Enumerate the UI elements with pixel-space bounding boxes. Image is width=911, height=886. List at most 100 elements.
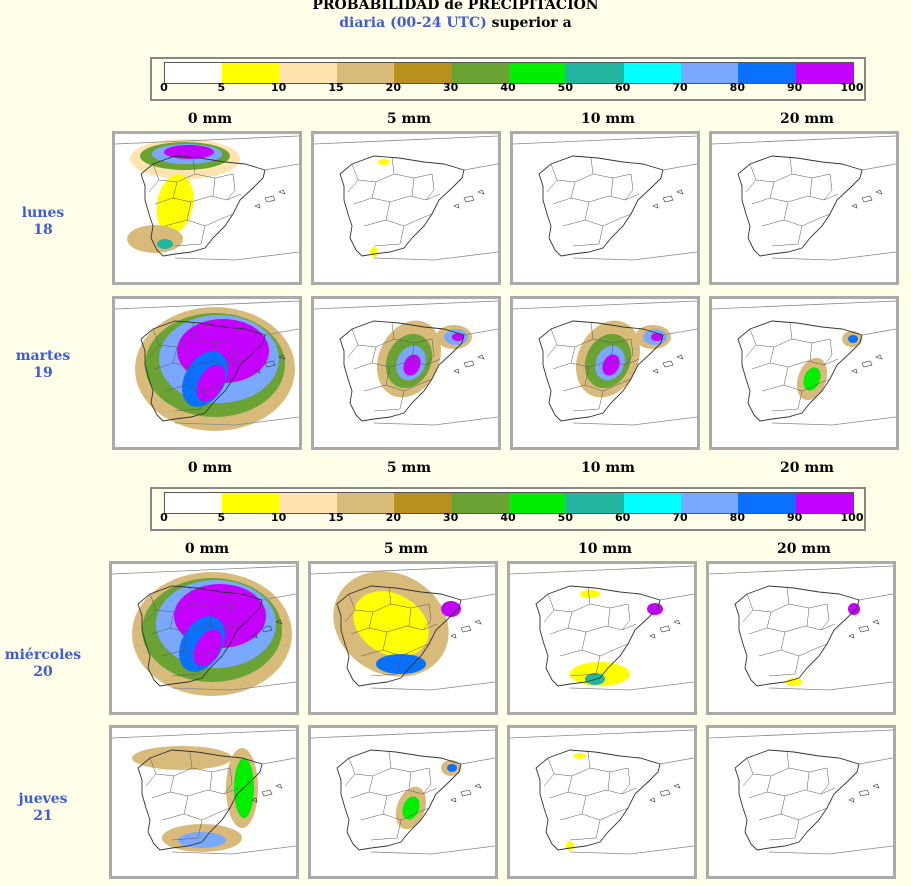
threshold-header: 5 mm <box>386 460 432 476</box>
precip-area <box>574 753 586 759</box>
precip-area <box>602 354 620 376</box>
iberia-map <box>311 729 495 855</box>
precip-area <box>127 225 183 253</box>
scale-tick-label: 5 <box>217 511 226 524</box>
day-number: 18 <box>33 222 53 238</box>
day-label: miércoles 20 <box>0 647 86 681</box>
forecast-map <box>308 561 498 715</box>
precip-area <box>647 603 663 615</box>
precip-area <box>580 590 600 598</box>
precip-area <box>164 145 214 159</box>
threshold-header: 20 mm <box>780 111 834 127</box>
day-number: 21 <box>33 808 53 824</box>
forecast-map <box>709 131 899 285</box>
forecast-map <box>709 296 899 450</box>
precip-area <box>178 832 226 848</box>
forecast-map <box>507 725 697 879</box>
scale-tick-label: 100 <box>840 81 864 94</box>
day-name: martes <box>15 348 71 364</box>
day-name: jueves <box>18 791 68 807</box>
scale-tick-label: 30 <box>443 81 459 94</box>
scale-tick-label: 30 <box>443 511 459 524</box>
precip-area <box>156 174 194 234</box>
threshold-header: 5 mm <box>383 541 429 557</box>
precip-area <box>447 764 457 772</box>
forecast-map <box>510 131 700 285</box>
precip-area <box>378 159 390 165</box>
iberia-map <box>112 729 296 855</box>
day-label: lunes 18 <box>0 205 86 239</box>
color-swatch <box>394 493 452 513</box>
color-swatch <box>451 63 509 83</box>
scale-tick-label: 80 <box>729 511 745 524</box>
scale-tick-label: 20 <box>385 81 401 94</box>
day-number: 19 <box>33 365 53 381</box>
color-swatch <box>738 493 796 513</box>
iberia-map <box>712 135 896 261</box>
threshold-header: 20 mm <box>777 541 831 557</box>
precip-area <box>193 629 223 667</box>
iberia-map <box>510 565 694 691</box>
forecast-map <box>706 725 896 879</box>
iberia-map <box>115 300 299 431</box>
iberia-map <box>709 729 893 855</box>
scale-tick-label: 0 <box>160 81 168 94</box>
precip-area <box>403 354 421 376</box>
precip-area <box>132 746 232 770</box>
color-swatch <box>165 493 223 513</box>
color-swatch <box>623 493 681 513</box>
iberia-map <box>314 300 498 426</box>
scale-tick-label: 20 <box>385 511 401 524</box>
scale-tick-label: 10 <box>271 511 287 524</box>
forecast-map <box>308 725 498 879</box>
forecast-map <box>109 725 299 879</box>
scale-tick-label: 15 <box>328 81 344 94</box>
scale-tick-label: 60 <box>615 511 631 524</box>
forecast-map <box>311 131 501 285</box>
color-swatch <box>165 63 223 83</box>
scale-tick-label: 40 <box>500 511 516 524</box>
scale-tick-label: 5 <box>217 81 226 94</box>
scale-tick-label: 70 <box>672 81 688 94</box>
subtitle-period: diaria (00-24 UTC) <box>339 15 487 31</box>
color-swatch <box>566 63 624 83</box>
threshold-header: 20 mm <box>780 460 834 476</box>
color-swatch <box>508 63 567 83</box>
forecast-map <box>112 296 302 450</box>
forecast-map <box>507 561 697 715</box>
threshold-header: 0 mm <box>187 460 233 476</box>
iberia-map <box>709 565 893 691</box>
scale-tick-label: 40 <box>500 81 516 94</box>
iberia-map <box>311 565 495 691</box>
precip-area <box>848 603 860 615</box>
color-swatch <box>623 63 681 83</box>
main-title: PROBABILIDAD de PRECIPITACION <box>312 0 599 13</box>
color-swatch <box>222 63 280 83</box>
precip-area <box>651 333 663 341</box>
iberia-map <box>115 135 299 261</box>
subtitle: diaria (00-24 UTC) superior a <box>0 15 911 31</box>
color-scale-bottom: 0 5 10 15 20 30 40 50 60 70 80 90 100 <box>150 487 866 531</box>
iberia-map <box>112 565 296 696</box>
scale-tick-label: 50 <box>557 511 573 524</box>
day-number: 20 <box>33 664 53 680</box>
forecast-map <box>706 561 896 715</box>
color-swatch <box>336 63 395 83</box>
day-name: lunes <box>21 205 65 221</box>
color-swatch <box>738 63 796 83</box>
precip-area <box>157 239 173 249</box>
day-label: martes 19 <box>0 348 86 382</box>
threshold-header: 10 mm <box>581 111 635 127</box>
scale-tick-label: 90 <box>787 511 803 524</box>
scale-tick-label: 15 <box>328 511 344 524</box>
color-swatch <box>795 493 853 513</box>
iberia-map <box>513 300 697 426</box>
scale-tick-label: 10 <box>271 81 287 94</box>
threshold-header: 0 mm <box>184 541 230 557</box>
precip-area <box>376 654 426 674</box>
color-swatch <box>394 63 452 83</box>
forecast-map <box>510 296 700 450</box>
threshold-header: 10 mm <box>578 541 632 557</box>
threshold-header: 0 mm <box>187 111 233 127</box>
iberia-map <box>513 135 697 261</box>
